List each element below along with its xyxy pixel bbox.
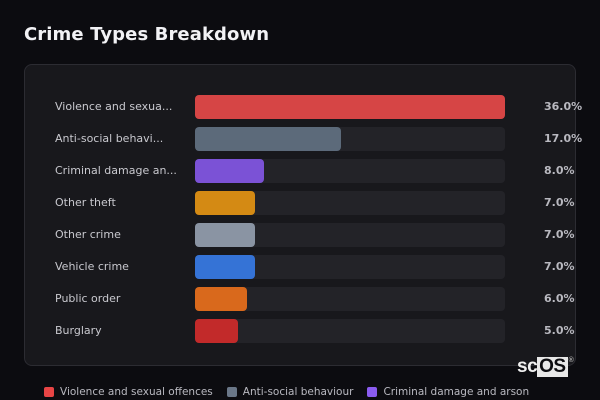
bar-label: Anti-social behavi... [55,132,164,145]
legend-swatch [44,387,54,397]
bar-label: Other crime [55,228,121,241]
legend-item[interactable]: Criminal damage and arson [367,386,529,398]
bar-label: Vehicle crime [55,260,129,273]
bar-label: Criminal damage an... [55,164,177,177]
bar-value: 7.0% [544,196,575,209]
chart-title: Crime Types Breakdown [24,24,270,45]
bar-label: Public order [55,292,121,305]
logo-sc: sc [517,356,538,377]
legend-label: Anti-social behaviour [242,386,354,398]
bar-track [195,223,505,247]
bar-fill[interactable] [195,95,505,119]
bar-value: 7.0% [544,228,575,241]
bar-track [195,159,505,183]
bar-track [195,319,505,343]
bar-track [195,95,505,119]
logo-os: OS [537,356,568,377]
bar-row[interactable]: Other theft 7.0% [55,191,575,215]
bar-row[interactable]: Vehicle crime 7.0% [55,255,575,279]
bar-label: Burglary [55,324,102,337]
bar-fill[interactable] [195,287,247,311]
legend-item[interactable]: Anti-social behaviour [226,386,354,398]
bar-label: Violence and sexua... [55,100,173,113]
bar-track [195,287,505,311]
scos-logo: sc OS ® [517,356,574,377]
bar-fill[interactable] [195,223,256,247]
bar-fill[interactable] [195,319,239,343]
bar-value: 5.0% [544,324,575,337]
bar-fill[interactable] [195,191,256,215]
bar-value: 17.0% [544,132,583,145]
bar-value: 6.0% [544,292,575,305]
bar-row[interactable]: Criminal damage an... 8.0% [55,159,575,183]
bar-label: Other theft [55,196,116,209]
bar-row[interactable]: Anti-social behavi... 17.0% [55,127,582,151]
bar-fill[interactable] [195,127,342,151]
legend-label: Criminal damage and arson [383,386,530,398]
bar-row[interactable]: Other crime 7.0% [55,223,575,247]
bar-track [195,191,505,215]
bar-row[interactable]: Public order 6.0% [55,287,575,311]
bar-track [195,127,505,151]
bar-row[interactable]: Burglary 5.0% [55,319,575,343]
bar-fill[interactable] [195,159,264,183]
legend-swatch [226,387,237,397]
bar-value: 7.0% [544,260,575,273]
bar-rows: Violence and sexua... 36.0% Anti-social … [55,95,582,351]
legend-label: Violence and sexual offences [60,386,213,398]
bar-track [195,255,505,279]
bar-row[interactable]: Violence and sexua... 36.0% [55,95,582,119]
chart-card: Violence and sexua... 36.0% Anti-social … [24,64,582,366]
chart-legend: Violence and sexual offences Anti-social… [44,386,529,398]
legend-item[interactable]: Violence and sexual offences [44,386,213,398]
bar-fill[interactable] [195,255,256,279]
legend-swatch [367,387,378,397]
bar-value: 8.0% [544,164,575,177]
bar-value: 36.0% [544,100,583,113]
registered-mark: ® [568,357,574,364]
